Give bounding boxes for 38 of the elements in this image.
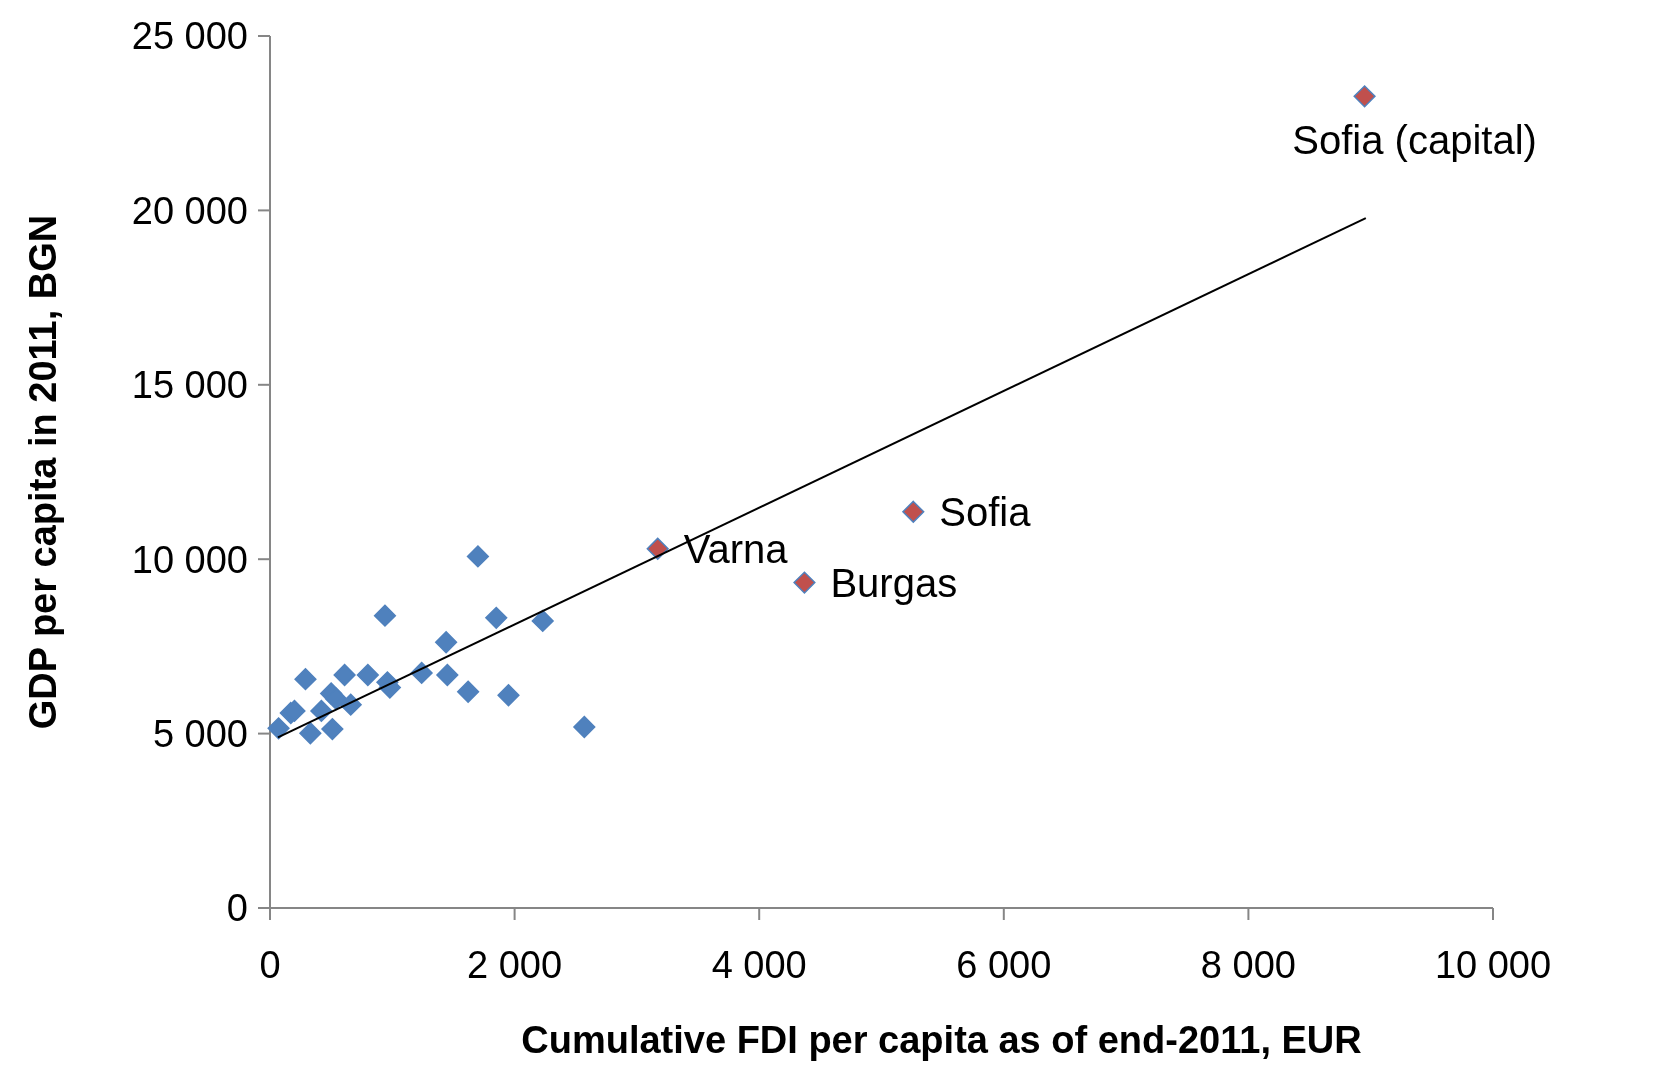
annotation: Varna: [683, 526, 789, 571]
point: [466, 545, 490, 568]
annotation: Sofia (capital): [1292, 118, 1537, 163]
point: [435, 631, 458, 654]
point: [457, 680, 480, 703]
point: [902, 500, 925, 523]
x-tick-label: 0: [259, 944, 281, 986]
y-tick-label: 10 000: [131, 538, 248, 581]
point: [485, 606, 508, 629]
point: [573, 715, 596, 739]
point: [531, 609, 554, 633]
annotation: Sofia: [939, 489, 1032, 534]
point: [646, 537, 669, 560]
point: [267, 717, 290, 740]
point: [436, 663, 459, 687]
x-axis-title: Cumulative FDI per capita as of end-2011, EUR: [521, 1019, 1362, 1061]
y-axis-title: GDP per capita in 2011, BGN: [22, 214, 64, 730]
point: [324, 687, 348, 710]
y-tick-label: 20 000: [131, 189, 248, 232]
point: [356, 663, 379, 687]
point: [321, 717, 344, 741]
point: [1353, 85, 1376, 108]
y-tick-label: 25 000: [131, 15, 248, 58]
x-tick-label: 2 000: [467, 944, 563, 986]
point: [333, 663, 356, 687]
x-tick-label: 10 000: [1434, 944, 1552, 986]
y-tick-label: 0: [226, 887, 248, 930]
y-tick-label: 5 000: [152, 712, 248, 755]
annotation: Burgas: [830, 560, 958, 605]
x-tick-label: 4 000: [711, 944, 807, 986]
x-tick-label: 8 000: [1200, 944, 1296, 986]
point: [497, 684, 520, 707]
y-tick-label: 15 000: [131, 364, 248, 407]
point: [294, 668, 317, 691]
point: [373, 604, 397, 627]
point: [793, 571, 816, 594]
point: [299, 722, 322, 745]
x-tick-label: 6 000: [956, 944, 1052, 986]
